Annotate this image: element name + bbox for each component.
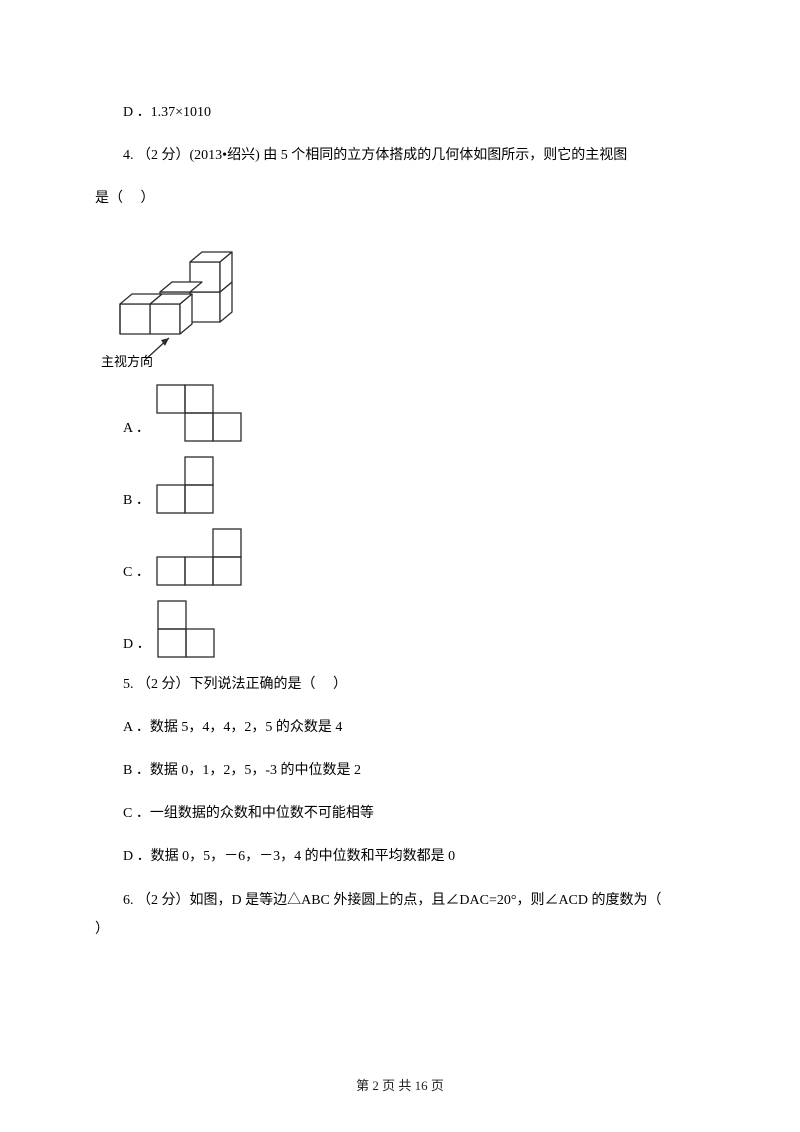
q5-option-d: D ．数据 0，5，－6，－3，4 的中位数和平均数都是 0 [95,844,705,869]
q6-stem-line2: ） [95,917,705,942]
q4-option-d: D ． [123,600,705,658]
q5-option-a: A ．数据 5，4，4，2，5 的众数是 4 [95,715,705,740]
q4-option-c: C ． [123,528,705,586]
q5-option-c: C ．一组数据的众数和中位数不可能相等 [95,801,705,826]
q4-option-d-figure [157,600,217,658]
q4-stem-line2: 是（ ） [95,186,705,211]
q4-option-a: A ． [123,384,705,442]
q4-3d-figure: 主视方向 [95,230,705,370]
q3-option-d: D ．1.37×1010 [95,100,705,125]
q4-option-a-figure [156,384,244,442]
q4-option-d-label: D ． [123,632,151,657]
q4-option-c-figure [156,528,244,586]
q4-option-a-label: A ． [123,416,150,441]
q4-option-b-label: B ． [123,488,150,513]
q4-option-c-label: C ． [123,560,150,585]
zhushi-label: 主视方向 [101,354,153,369]
page-footer: 第 2 页 共 16 页 [0,1074,800,1097]
q5-option-b: B ．数据 0，1，2，5，-3 的中位数是 2 [95,758,705,783]
q5-stem: 5. （2 分）下列说法正确的是（ ） [95,672,705,697]
q6-stem-line1: 6. （2 分）如图，D 是等边△ABC 外接圆上的点，且∠DAC=20°，则∠… [95,888,705,913]
q4-option-b: B ． [123,456,705,514]
q4-stem-line1: 4. （2 分）(2013•绍兴) 由 5 个相同的立方体搭成的几何体如图所示，… [95,143,705,168]
q4-option-b-figure [156,456,216,514]
